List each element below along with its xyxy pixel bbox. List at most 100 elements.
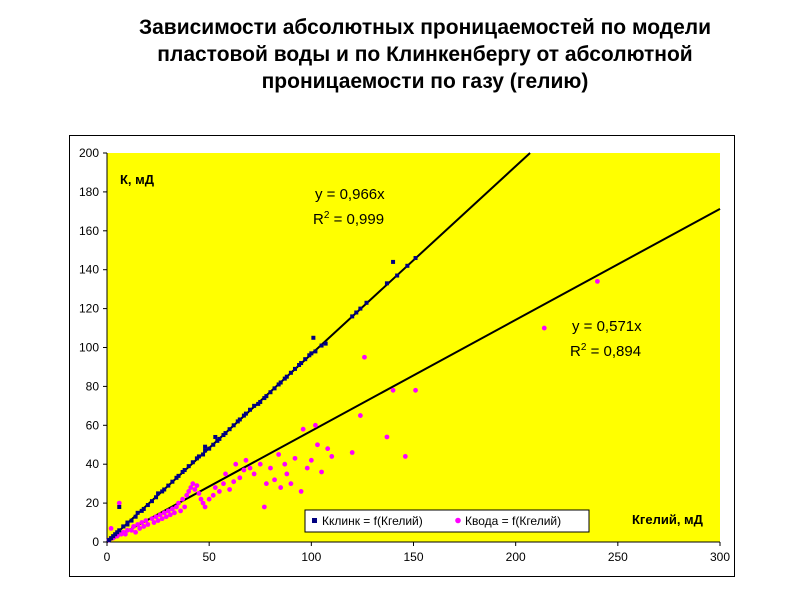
point-klink (241, 413, 246, 418)
point-klink (207, 446, 212, 451)
point-voda (163, 514, 169, 520)
y-tick-label: 100 (79, 341, 99, 355)
point-klink (227, 427, 232, 432)
point-voda (261, 504, 267, 510)
title-line-1: Зависимости абсолютных проницаемостей по… (138, 16, 712, 39)
point-voda (206, 496, 212, 502)
trend-klink-r2: R2 = 0,999 (313, 210, 384, 228)
point-klink (231, 423, 236, 428)
point-voda (288, 481, 294, 487)
point-klink (176, 473, 181, 478)
point-klink (276, 382, 281, 387)
point-klink (215, 438, 220, 443)
point-voda (202, 504, 208, 510)
point-klink (262, 396, 267, 401)
trendline-voda (106, 207, 721, 543)
point-voda (300, 426, 306, 432)
point-klink (284, 374, 289, 379)
point-voda (233, 461, 239, 467)
point-voda (153, 514, 159, 520)
point-voda (165, 508, 171, 514)
point-klink (413, 256, 418, 261)
point-voda (157, 512, 163, 518)
point-klink (221, 433, 226, 438)
point-voda (390, 387, 396, 393)
point-klink (217, 436, 222, 441)
point-klink (211, 442, 216, 447)
x-tick-label: 150 (403, 550, 423, 564)
point-voda (231, 479, 237, 485)
point-klink (350, 314, 355, 319)
point-voda (402, 454, 408, 459)
point-voda (192, 487, 198, 492)
point-voda (272, 477, 277, 483)
plot-area (107, 153, 720, 542)
point-voda (268, 465, 273, 471)
trend-voda-equation: y = 0,571x (572, 318, 642, 335)
point-klink (303, 357, 308, 362)
point-klink (149, 499, 154, 504)
x-tick-label: 100 (301, 550, 321, 564)
point-voda (198, 496, 204, 502)
point-voda (212, 485, 218, 490)
point-voda (200, 500, 206, 506)
point-klink (311, 335, 316, 340)
point-klink (237, 417, 242, 422)
point-klink (248, 407, 253, 412)
point-voda (308, 457, 314, 463)
point-voda (282, 461, 288, 467)
y-tick-label: 20 (86, 496, 100, 510)
point-voda (357, 413, 363, 418)
point-klink (117, 504, 122, 509)
point-klink (223, 431, 228, 436)
point-klink (288, 370, 293, 375)
point-voda (159, 516, 165, 522)
point-voda (276, 452, 282, 457)
point-klink (258, 399, 263, 404)
point-voda (298, 489, 304, 494)
point-klink (113, 532, 118, 537)
point-klink (180, 469, 185, 474)
y-tick-label: 140 (79, 263, 99, 277)
legend-label-klink: Кклинк = f(Кгелий) (322, 514, 423, 528)
title-line-2: пластовой воды и по Клинкенбергу от абсо… (157, 43, 693, 66)
point-voda (251, 471, 257, 477)
point-voda (133, 529, 139, 535)
point-voda (278, 485, 284, 490)
point-klink (125, 520, 130, 525)
point-voda (125, 527, 130, 533)
point-klink (203, 448, 208, 453)
legend-marker-klink (312, 518, 317, 523)
point-klink (201, 452, 206, 457)
point-voda (176, 500, 181, 506)
point-voda (221, 481, 226, 487)
point-voda (143, 518, 149, 524)
point-voda (188, 485, 194, 490)
point-klink (182, 468, 187, 473)
x-tick-label: 50 (202, 550, 216, 564)
x-tick-label: 200 (506, 550, 526, 564)
x-tick-label: 250 (608, 550, 628, 564)
y-tick-label: 0 (92, 535, 99, 549)
point-klink (309, 351, 314, 356)
point-klink (196, 454, 201, 459)
point-klink (162, 487, 167, 492)
point-voda (292, 455, 298, 461)
point-klink (115, 530, 120, 535)
point-voda (263, 481, 269, 487)
point-voda (216, 489, 222, 494)
x-tick-label: 300 (710, 550, 730, 564)
point-voda (145, 522, 151, 527)
point-voda (257, 461, 263, 467)
point-voda (129, 527, 134, 533)
point-voda (182, 504, 188, 510)
point-voda (304, 465, 310, 471)
point-voda (241, 467, 247, 473)
point-klink (256, 401, 261, 406)
point-klink (268, 390, 273, 395)
point-voda (186, 489, 192, 494)
point-voda (319, 469, 324, 475)
point-voda (284, 471, 290, 477)
point-voda (223, 471, 228, 477)
